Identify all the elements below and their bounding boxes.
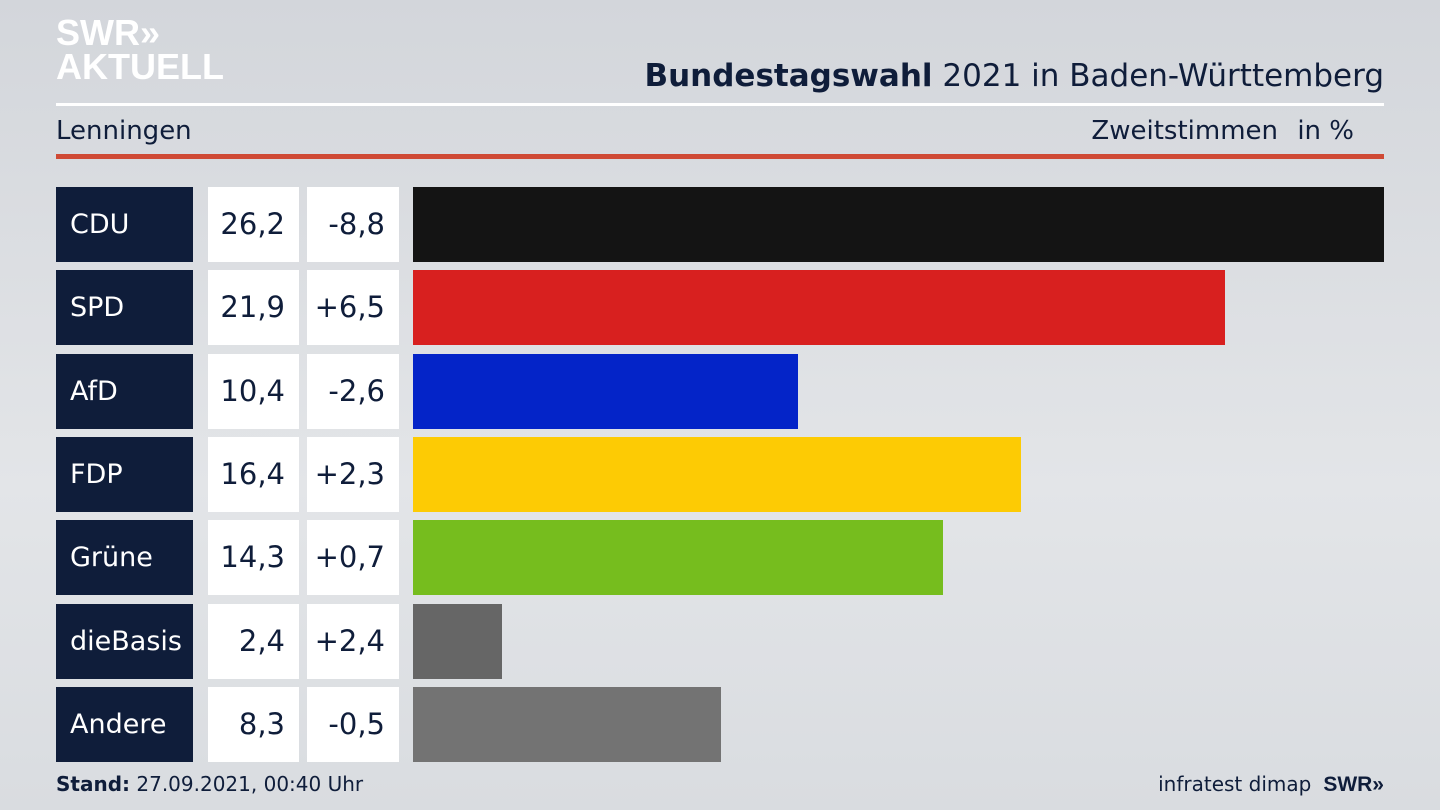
value-label: 16,4 — [208, 436, 299, 512]
bar-row: FDP 16,4 +2,3 — [56, 436, 1384, 512]
divider-white — [56, 103, 1384, 106]
divider-red — [56, 154, 1384, 159]
bar-row: dieBasis 2,4 +2,4 — [56, 603, 1384, 679]
bar-row: AfD 10,4 -2,6 — [56, 353, 1384, 429]
diff-label: +2,3 — [307, 436, 399, 512]
title-rest: 2021 in Baden-Württemberg — [932, 58, 1384, 94]
party-label: AfD — [56, 353, 193, 429]
timestamp: Stand: 27.09.2021, 00:40 Uhr — [56, 772, 363, 796]
source: infratest dimap SWR» — [1158, 772, 1384, 797]
party-label: SPD — [56, 270, 193, 346]
stand-value: 27.09.2021, 00:40 Uhr — [130, 772, 364, 796]
bar-afd — [413, 353, 799, 429]
stand-label: Stand: — [56, 772, 131, 796]
party-label: Andere — [56, 686, 193, 762]
unit-label: in % — [1297, 116, 1354, 146]
region-label: Lenningen — [56, 116, 192, 146]
value-label: 26,2 — [208, 187, 299, 262]
swr-aktuell-logo: SWR» AKTUELL — [56, 12, 224, 87]
value-label: 8,3 — [208, 686, 299, 762]
bar-row: CDU 26,2 -8,8 — [56, 187, 1384, 262]
diff-label: -0,5 — [307, 686, 399, 762]
diff-label: -8,8 — [307, 187, 399, 262]
bar-row: Grüne 14,3 +0,7 — [56, 520, 1384, 596]
title-bold: Bundestagswahl — [644, 58, 933, 94]
value-label: 21,9 — [208, 270, 299, 346]
logo-line1: SWR» — [56, 12, 161, 53]
bar-row: Andere 8,3 -0,5 — [56, 686, 1384, 762]
bar-fdp — [413, 436, 1021, 512]
diff-label: +0,7 — [307, 520, 399, 596]
logo-line2: AKTUELL — [56, 46, 224, 87]
swr-brand-logo: SWR» — [1323, 773, 1384, 796]
party-label: Grüne — [56, 520, 193, 596]
party-label: CDU — [56, 187, 193, 262]
bar-spd — [413, 270, 1225, 346]
value-label: 10,4 — [208, 353, 299, 429]
bar-andere — [413, 686, 721, 762]
chart-title: Bundestagswahl 2021 in Baden-Württemberg — [644, 58, 1384, 94]
value-label: 14,3 — [208, 520, 299, 596]
bar-diebasis — [413, 603, 502, 679]
bar-row: SPD 21,9 +6,5 — [56, 270, 1384, 346]
measure-label: Zweitstimmen — [1091, 116, 1278, 146]
party-label: dieBasis — [56, 603, 193, 679]
source-label: infratest dimap — [1158, 772, 1312, 796]
diff-label: +6,5 — [307, 270, 399, 346]
party-label: FDP — [56, 436, 193, 512]
diff-label: +2,4 — [307, 603, 399, 679]
diff-label: -2,6 — [307, 353, 399, 429]
bar-cdu — [413, 187, 1384, 262]
bar-grüne — [413, 520, 943, 596]
value-label: 2,4 — [208, 603, 299, 679]
